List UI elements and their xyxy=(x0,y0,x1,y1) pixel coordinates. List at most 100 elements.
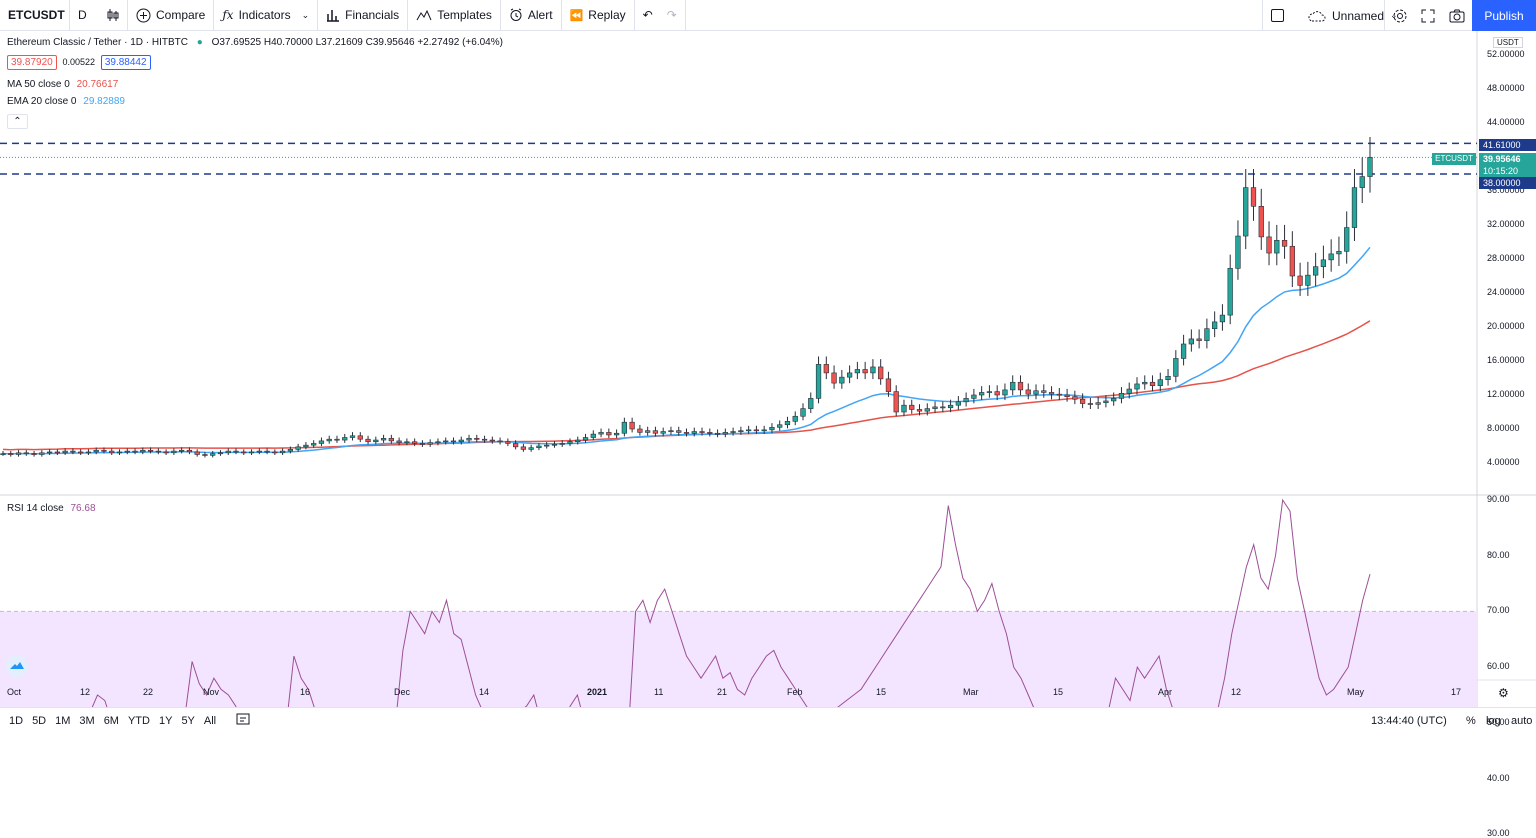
candle xyxy=(1212,321,1218,329)
rsi-tick: 80.00 xyxy=(1487,549,1510,560)
range-button-3m[interactable]: 3M xyxy=(79,714,95,727)
last-price-tag: 39.95646 xyxy=(1479,153,1536,165)
price-tick: 8.00000 xyxy=(1487,423,1520,433)
time-tick: 14 xyxy=(479,687,490,697)
camera-icon[interactable] xyxy=(1449,9,1465,23)
ema-legend[interactable]: EMA 20 close 0 29.82889 xyxy=(7,96,125,107)
candle xyxy=(481,438,488,441)
tradingview-logo[interactable] xyxy=(6,655,28,677)
candle xyxy=(637,428,643,433)
candle xyxy=(1196,338,1202,341)
candle xyxy=(831,372,837,384)
indicators-button[interactable]: ƒx Indicators ⌄ xyxy=(214,0,319,31)
range-button-ytd[interactable]: YTD xyxy=(127,714,150,727)
candle xyxy=(575,439,581,443)
price-tick: 24.00000 xyxy=(1487,287,1525,297)
range-button-1y[interactable]: 1Y xyxy=(158,714,173,727)
undo-icon[interactable]: ↶ xyxy=(642,8,653,22)
time-tick: Oct xyxy=(7,687,22,697)
rsi-tick: 70.00 xyxy=(1487,605,1510,616)
candle xyxy=(256,450,262,453)
candle xyxy=(489,439,495,442)
candle xyxy=(1336,251,1342,255)
layout-name: Unnamed xyxy=(1332,8,1385,23)
candle xyxy=(1274,240,1280,254)
time-tick: 11 xyxy=(654,687,664,697)
candle xyxy=(1351,187,1358,228)
candle xyxy=(916,409,923,412)
range-button-6m[interactable]: 6M xyxy=(103,714,119,727)
calendar-range-icon[interactable] xyxy=(236,713,250,728)
candle xyxy=(1305,274,1311,286)
candle xyxy=(1118,392,1125,399)
candle xyxy=(947,404,954,409)
percent-toggle[interactable]: % xyxy=(1466,714,1476,727)
candle xyxy=(582,437,589,441)
toolbar-right-icons xyxy=(1384,0,1472,31)
fullscreen-icon[interactable] xyxy=(1421,9,1435,23)
interval-button[interactable]: D xyxy=(70,0,98,31)
candle xyxy=(823,364,829,374)
ask-button[interactable]: 39.88442 xyxy=(100,55,151,70)
time-tick: Dec xyxy=(394,687,411,697)
rsi-legend[interactable]: RSI 14 close 76.68 xyxy=(7,503,96,514)
checkbox-icon[interactable] xyxy=(1271,9,1284,22)
candle xyxy=(1258,206,1264,238)
ma-legend[interactable]: MA 50 close 0 20.76617 xyxy=(7,79,118,90)
candle xyxy=(179,449,185,452)
alert-label: Alert xyxy=(527,8,553,22)
interval-label: D xyxy=(78,8,87,22)
utc-clock[interactable]: 13:44:40 (UTC) xyxy=(1371,714,1447,727)
rsi-tick: 30.00 xyxy=(1487,828,1510,838)
candle xyxy=(1227,268,1233,316)
range-button-1m[interactable]: 1M xyxy=(55,714,71,727)
candle xyxy=(1188,338,1194,345)
candle xyxy=(163,451,169,454)
candle xyxy=(241,451,247,454)
candle xyxy=(1344,227,1350,252)
publish-button[interactable]: Publish xyxy=(1472,0,1536,31)
log-toggle[interactable]: log xyxy=(1486,714,1501,727)
currency-label[interactable]: USDT xyxy=(1493,37,1523,48)
candle xyxy=(629,421,635,430)
templates-button[interactable]: Templates xyxy=(408,0,501,31)
candle xyxy=(1180,343,1187,359)
auto-toggle[interactable]: auto xyxy=(1511,714,1533,727)
collapse-legend-button[interactable]: ⌃ xyxy=(7,114,28,129)
candle xyxy=(497,440,503,443)
ema20-line xyxy=(2,246,1371,455)
redo-icon[interactable]: ↷ xyxy=(666,8,677,22)
range-button-5y[interactable]: 5Y xyxy=(181,714,195,727)
rsi-tick: 60.00 xyxy=(1487,661,1510,672)
ema-label: EMA 20 close 0 xyxy=(7,96,77,107)
time-tick: 12 xyxy=(1231,687,1242,697)
chart-canvas[interactable] xyxy=(0,31,1536,707)
candle xyxy=(1010,381,1016,391)
layout-menu[interactable]: Unnamed ⌄ xyxy=(1262,0,1398,31)
chart-type-button[interactable] xyxy=(98,0,128,31)
indicators-label: Indicators xyxy=(238,8,291,22)
candle xyxy=(551,443,558,446)
symbol-search[interactable]: ETCUSDT xyxy=(0,0,70,31)
undo-redo-group: ↶ ↷ xyxy=(635,0,686,31)
financials-button[interactable]: Financials xyxy=(318,0,409,31)
candle xyxy=(116,451,123,454)
bar-chart-icon xyxy=(326,8,340,22)
range-button-5d[interactable]: 5D xyxy=(32,714,47,727)
candle xyxy=(800,408,806,417)
gear-icon[interactable] xyxy=(1392,8,1408,24)
replay-button[interactable]: ⏪ Replay xyxy=(562,0,635,31)
alert-button[interactable]: Alert xyxy=(501,0,562,31)
candle xyxy=(54,451,60,454)
candle xyxy=(342,437,348,441)
candle xyxy=(707,432,713,434)
axis-settings-icon[interactable]: ⚙ xyxy=(1498,686,1509,700)
range-button-all[interactable]: All xyxy=(203,714,217,727)
candle xyxy=(746,429,752,432)
range-button-1d[interactable]: 1D xyxy=(9,714,24,727)
candle xyxy=(862,369,868,374)
time-tick: Apr xyxy=(1158,687,1173,697)
bid-button[interactable]: 39.87920 xyxy=(7,55,57,70)
candle xyxy=(311,443,317,446)
compare-button[interactable]: Compare xyxy=(128,0,215,31)
